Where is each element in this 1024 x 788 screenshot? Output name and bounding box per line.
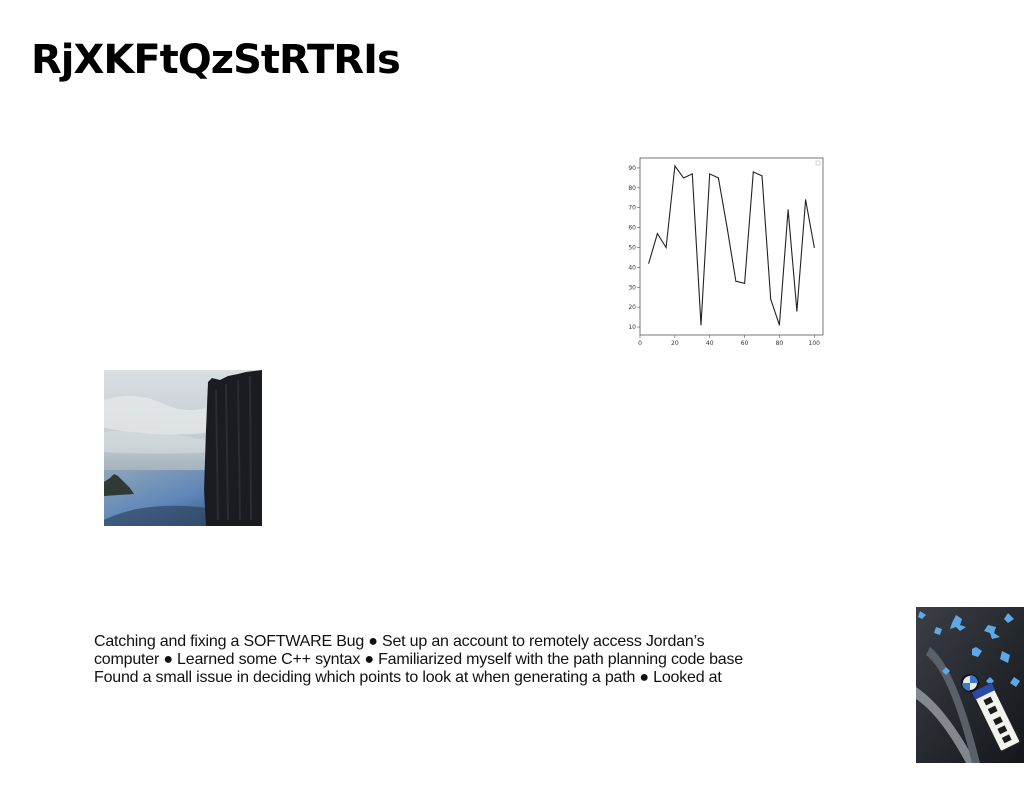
car-license-plate-photo [916, 607, 1024, 763]
legend-marker [815, 160, 821, 166]
y-tick-label: 60 [628, 225, 636, 232]
y-tick-label: 50 [628, 244, 636, 251]
x-tick-label: 0 [638, 340, 642, 347]
data-point [744, 282, 746, 284]
line-chart-svg: 0 20 40 60 80 100 10 20 30 40 50 60 70 80 90 [628, 157, 824, 347]
data-point [674, 165, 676, 167]
x-tick-label: 100 [809, 340, 821, 347]
plot-frame [639, 157, 824, 336]
y-tick-label: 70 [628, 205, 636, 212]
cliff-seascape-photo [104, 370, 262, 526]
y-tick-label: 40 [628, 264, 636, 271]
data-point [796, 310, 798, 312]
y-tick-label: 10 [628, 324, 636, 331]
data-point [717, 177, 719, 179]
x-tick-label: 60 [741, 340, 749, 347]
body-line: Catching and fixing a SOFTWARE Bug ● Set… [94, 633, 705, 650]
data-point [805, 199, 807, 201]
data-point [726, 227, 728, 229]
data-point [665, 246, 667, 248]
data-point [709, 173, 711, 175]
body-line: Found a small issue in deciding which po… [94, 669, 722, 686]
data-point [778, 324, 780, 326]
data-point [700, 324, 702, 326]
data-point [735, 280, 737, 282]
slide-title: RjXKFtQzStRTRIs [31, 37, 401, 83]
data-point [683, 177, 685, 179]
x-tick-label: 80 [776, 340, 784, 347]
y-tick-label: 20 [628, 304, 636, 311]
y-tick-label: 90 [628, 165, 636, 172]
data-point [656, 233, 658, 235]
data-point [691, 173, 693, 175]
x-tick-label: 40 [706, 340, 714, 347]
data-point [770, 298, 772, 300]
y-tick-label: 80 [628, 185, 636, 192]
body-line: computer ● Learned some C++ syntax ● Fam… [94, 651, 743, 668]
data-point [787, 209, 789, 211]
line-chart: 0 20 40 60 80 100 10 20 30 40 50 60 70 80 90 [626, 152, 830, 348]
data-point [813, 246, 815, 248]
series-line [648, 164, 815, 326]
y-tick-label: 30 [628, 284, 636, 291]
x-tick-label: 20 [671, 340, 679, 347]
data-point [648, 262, 650, 264]
data-point [752, 171, 754, 173]
data-point [761, 175, 763, 177]
slide-body-text: Catching and fixing a SOFTWARE Bug ● Set… [94, 633, 784, 687]
